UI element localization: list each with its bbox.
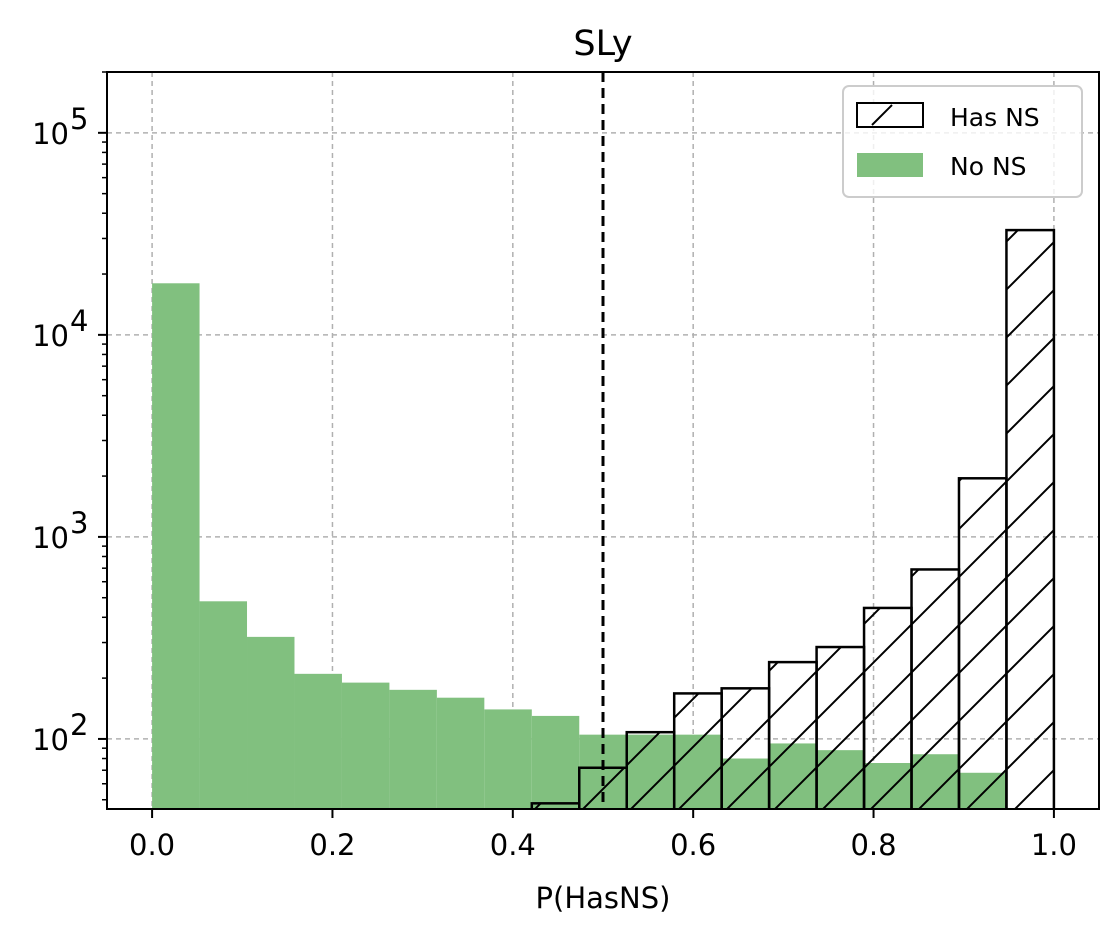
no-ns-bar [531, 715, 580, 809]
no-ns-bar [199, 601, 248, 809]
y-tick-exponent: 4 [70, 304, 88, 338]
has-ns-bar [578, 766, 628, 809]
legend: Has NS No NS [842, 85, 1083, 198]
legend-hatch-mark [871, 104, 893, 126]
y-tick-exponent: 2 [70, 708, 88, 742]
has-ns-bar [957, 477, 1008, 809]
legend-label-no-ns: No NS [950, 152, 1027, 181]
has-ns-bar [1005, 228, 1056, 809]
y-tick-label: 10 [32, 723, 69, 757]
legend-label-has-ns: Has NS [950, 103, 1040, 132]
y-tick-exponent: 3 [70, 506, 88, 540]
no-ns-bar [152, 283, 200, 809]
no-ns-bar [484, 709, 532, 809]
no-ns-bar [247, 636, 295, 809]
no-ns-bar [436, 697, 485, 809]
y-tick-label: 10 [32, 117, 69, 151]
has-ns-bar [862, 606, 913, 809]
x-tick-label: 0.0 [129, 828, 175, 862]
x-tick-label: 0.6 [670, 828, 716, 862]
has-ns-bar [672, 692, 723, 809]
y-tick-label: 10 [32, 319, 69, 353]
x-axis-label: P(HasNS) [536, 881, 671, 915]
x-axis-ticks: 0.0 0.2 0.4 0.6 0.8 1.0 [129, 809, 1077, 862]
has-ns-bar [720, 687, 771, 809]
plot-frame [106, 71, 1100, 810]
no-ns-bar [294, 673, 342, 809]
y-tick-exponent: 5 [70, 102, 88, 136]
x-tick-label: 0.4 [490, 828, 536, 862]
x-tick-label: 0.8 [850, 828, 896, 862]
chart-title: SLy [573, 24, 632, 64]
no-ns-bar [341, 682, 390, 809]
x-tick-label: 0.2 [309, 828, 355, 862]
legend-swatch-no-ns [857, 153, 923, 177]
has-ns-bars [530, 228, 1056, 809]
has-ns-bar [815, 645, 866, 809]
has-ns-bar [910, 568, 961, 809]
y-tick-label: 10 [32, 521, 69, 555]
has-ns-bar [767, 660, 818, 809]
no-ns-bar [389, 689, 437, 809]
has-ns-bar [625, 730, 676, 809]
x-tick-label: 1.0 [1031, 828, 1077, 862]
